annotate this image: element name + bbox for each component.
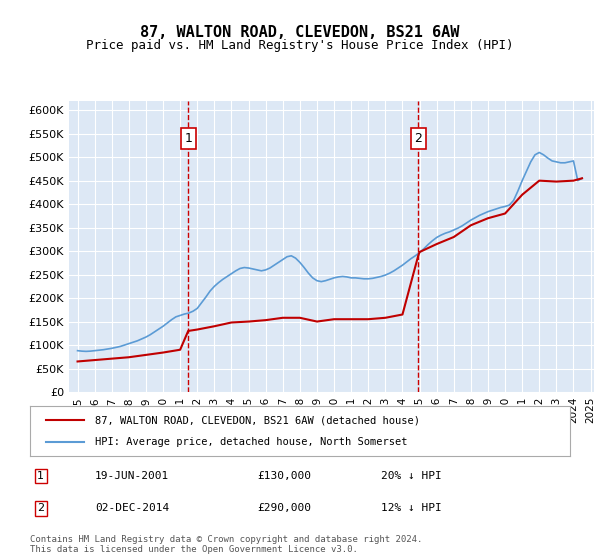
Text: 12% ↓ HPI: 12% ↓ HPI	[381, 503, 442, 514]
Text: 02-DEC-2014: 02-DEC-2014	[95, 503, 169, 514]
Text: Price paid vs. HM Land Registry's House Price Index (HPI): Price paid vs. HM Land Registry's House …	[86, 39, 514, 52]
Text: 2: 2	[414, 132, 422, 145]
Text: Contains HM Land Registry data © Crown copyright and database right 2024.
This d: Contains HM Land Registry data © Crown c…	[30, 535, 422, 554]
Text: 20% ↓ HPI: 20% ↓ HPI	[381, 471, 442, 481]
Text: £130,000: £130,000	[257, 471, 311, 481]
Text: 19-JUN-2001: 19-JUN-2001	[95, 471, 169, 481]
Text: 87, WALTON ROAD, CLEVEDON, BS21 6AW: 87, WALTON ROAD, CLEVEDON, BS21 6AW	[140, 25, 460, 40]
Text: £290,000: £290,000	[257, 503, 311, 514]
Text: HPI: Average price, detached house, North Somerset: HPI: Average price, detached house, Nort…	[95, 437, 407, 447]
Text: 2: 2	[37, 503, 44, 514]
Text: 1: 1	[37, 471, 44, 481]
Text: 1: 1	[184, 132, 192, 145]
Text: 87, WALTON ROAD, CLEVEDON, BS21 6AW (detached house): 87, WALTON ROAD, CLEVEDON, BS21 6AW (det…	[95, 415, 420, 425]
